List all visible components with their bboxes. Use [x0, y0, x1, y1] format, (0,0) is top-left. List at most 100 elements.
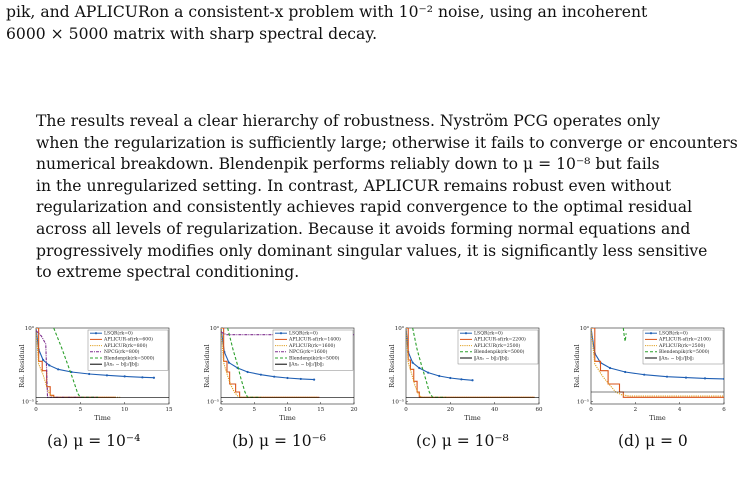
- legend-entry: APLICUR(rk=1600): [288, 342, 335, 349]
- plot-frame: [405, 327, 540, 405]
- data-point: [141, 376, 144, 379]
- text-line: when the regularization is sufficiently …: [36, 133, 738, 152]
- data-point: [152, 376, 156, 379]
- y-axis-label: Rel. Residual: [18, 344, 26, 387]
- legend-entry: APLICUR-sf(rk=2200): [473, 336, 526, 343]
- x-tick-label: 0: [34, 407, 38, 413]
- series-line: [591, 328, 724, 397]
- legend-marker: [464, 332, 468, 335]
- y-tick-label: 10⁰: [25, 325, 35, 332]
- text-line: The results reveal a clear hierarchy of …: [36, 112, 661, 130]
- text-line: regularization and consistently achieves…: [36, 198, 693, 217]
- caption-panel-b: (b) μ = 10⁻⁶: [232, 432, 326, 450]
- paragraph-results: The results reveal a clear hierarchy of …: [6, 111, 744, 284]
- data-point: [449, 376, 452, 380]
- x-tick-label: 15: [317, 407, 324, 413]
- y-axis-label: Rel. Residual: [573, 344, 581, 387]
- data-point: [643, 373, 646, 376]
- x-tick-label: 10: [121, 407, 128, 413]
- legend-marker: [649, 332, 653, 335]
- data-point: [684, 376, 688, 379]
- y-tick-label: 10⁻⁵: [207, 398, 219, 405]
- data-point: [313, 378, 316, 381]
- data-point: [273, 375, 276, 378]
- series-group: [406, 328, 539, 398]
- legend-entry: ‖Axₓ − b‖₂/‖b‖₂: [289, 362, 324, 368]
- y-tick-label: 10⁰: [580, 325, 590, 332]
- data-point: [608, 366, 612, 370]
- series-line: [221, 328, 318, 398]
- data-point: [418, 366, 421, 370]
- legend-entry: APLICUR-sf(rk=1400): [288, 336, 341, 343]
- data-point: [259, 373, 262, 376]
- y-tick-label: 10⁰: [210, 325, 220, 332]
- x-axis-label: Time: [94, 414, 111, 422]
- y-axis-label: Rel. Residual: [388, 344, 396, 387]
- y-axis-label: Rel. Residual: [203, 344, 211, 387]
- x-tick-label: 0: [219, 407, 223, 413]
- x-tick-label: 20: [351, 407, 358, 413]
- legend-marker: [279, 332, 283, 335]
- series-line: [412, 328, 446, 398]
- legend-entry: Blendenpik(rk=5000): [104, 354, 155, 361]
- y-tick-label: 10⁻⁵: [577, 398, 589, 405]
- text-line: 6000 × 5000 matrix with sharp spectral d…: [6, 24, 378, 43]
- x-axis-label: Time: [464, 414, 481, 422]
- legend-entry: NPCG(rk=800): [104, 348, 140, 355]
- legend-entry: LSQR(rk=0): [289, 330, 318, 337]
- legend-entry: APLICUR(rk=2500): [658, 342, 705, 349]
- data-point: [665, 375, 669, 378]
- y-tick-label: 10⁻⁵: [22, 398, 34, 405]
- text-line: across all levels of regularization. Bec…: [36, 219, 691, 238]
- series-group: [591, 328, 724, 398]
- data-point: [438, 374, 441, 378]
- data-point: [41, 358, 45, 362]
- legend-entry: Blendenpik(rk=5000): [474, 348, 525, 355]
- x-tick-label: 6: [722, 407, 726, 413]
- x-tick-label: 15: [166, 407, 173, 413]
- series-line: [227, 328, 261, 398]
- x-tick-label: 40: [491, 407, 498, 413]
- text-line: progressively modifies only dominant sin…: [36, 241, 708, 260]
- caption-panel-c: (c) μ = 10⁻⁸: [416, 432, 509, 450]
- x-tick-label: 20: [447, 407, 454, 413]
- y-tick-label: 10⁻⁵: [392, 398, 404, 405]
- legend-entry: LSQR(rk=0): [474, 330, 503, 337]
- data-point: [427, 371, 430, 374]
- x-tick-label: 2: [634, 407, 638, 413]
- legend-entry: Blendenpik(rk=5000): [289, 354, 340, 361]
- series-line: [591, 328, 724, 380]
- legend-entry: APLICUR-sf(rk=600): [103, 336, 153, 343]
- figure-panel-b: 0 5 10 15 20 10⁰ 10⁻⁵ Time Rel. Residual LSQR(rk=…: [191, 318, 366, 430]
- text-line: pik, and APLICURon a consistent-x proble…: [6, 3, 648, 21]
- text-line: numerical breakdown. Blendenpik performs…: [36, 155, 660, 174]
- legend-box: [87, 329, 169, 371]
- data-point: [123, 375, 126, 378]
- caption-panel-d: (d) μ = 0: [618, 432, 688, 450]
- data-point: [703, 377, 707, 380]
- plot-frame: [35, 327, 170, 405]
- series-group: [36, 328, 169, 398]
- legend-entry: LSQR(rk=0): [104, 330, 133, 337]
- legend-entry: APLICUR(rk=800): [103, 342, 148, 349]
- plot-frame: [590, 327, 725, 405]
- x-tick-label: 4: [678, 407, 682, 413]
- data-point: [411, 361, 414, 364]
- data-point: [246, 370, 249, 374]
- legend-entry: ‖Axₓ − b‖₂/‖b‖₂: [659, 355, 694, 361]
- text-line: to extreme spectral conditioning.: [36, 263, 300, 282]
- paragraph-intro-tail: pik, and APLICURon a consistent-x proble…: [6, 2, 744, 45]
- text-line: in the unregularized setting. In contras…: [36, 176, 672, 195]
- data-point: [471, 379, 474, 382]
- x-tick-label: 10: [284, 407, 291, 413]
- data-point: [722, 377, 724, 381]
- legend-entry: Blendenpik(rk=5000): [659, 348, 710, 355]
- legend-entry: NPCG(rk=1600): [289, 348, 328, 355]
- data-point: [624, 370, 627, 374]
- chart-panel-a: 0 5 10 15 10⁰ 10⁻⁵ Time Rel. Residual LSQR(rk=0)…: [18, 325, 173, 422]
- x-tick-label: 0: [589, 407, 593, 413]
- figure-panel-c: 0 20 40 60 10⁰ 10⁻⁵ Time Rel. Residual LSQR(rk=0…: [376, 318, 551, 430]
- legend-entry: ‖Axₓ − b‖₂/‖b‖₂: [474, 355, 509, 361]
- x-axis-label: Time: [649, 414, 666, 422]
